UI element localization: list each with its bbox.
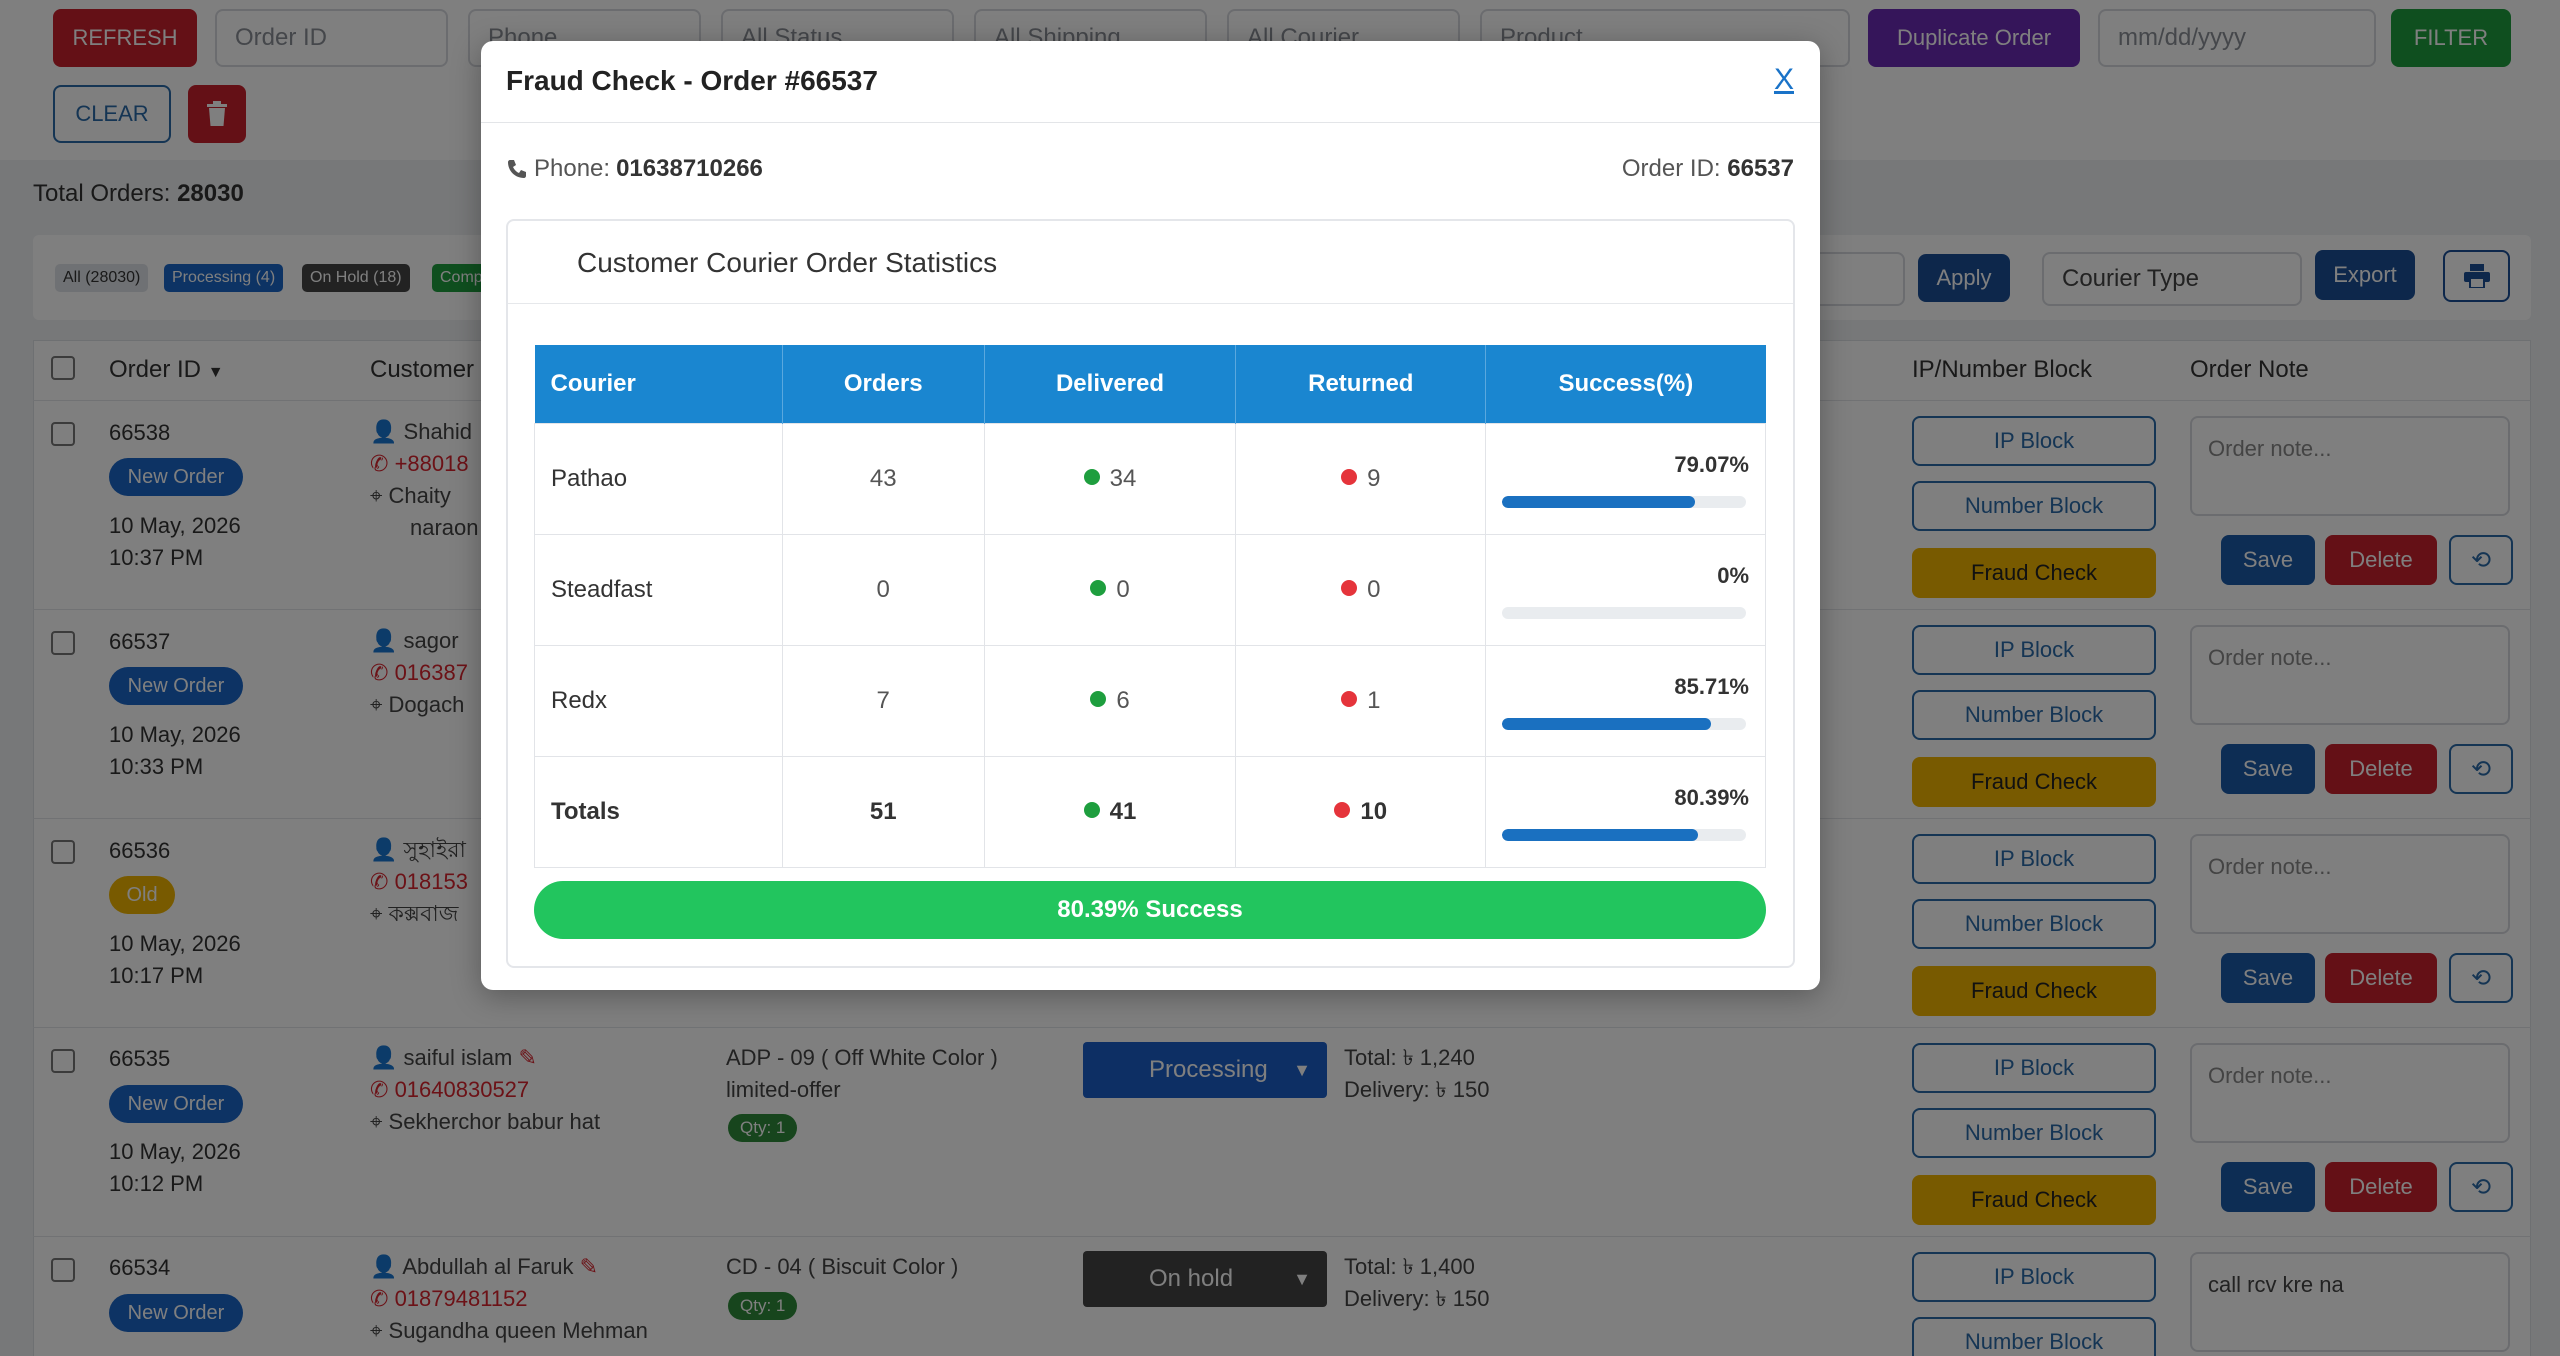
stats-row-pathao: Pathao 43 34 9 79.07% bbox=[534, 422, 1766, 535]
stats-row-totals: Totals 51 41 10 80.39% bbox=[534, 755, 1766, 868]
returned-count: 0 bbox=[1235, 533, 1487, 646]
orders-count: 43 bbox=[781, 422, 985, 535]
modal-title: Fraud Check - Order #66537 bbox=[506, 65, 878, 96]
success-percent: 80.39% bbox=[1674, 784, 1749, 810]
success-bar bbox=[1502, 828, 1747, 841]
success-percent: 0% bbox=[1717, 562, 1749, 588]
stats-card-title: Customer Courier Order Statistics bbox=[577, 247, 998, 278]
stats-header-row: Courier Orders Delivered Returned Succes… bbox=[534, 345, 1766, 423]
fraud-check-modal: Fraud Check - Order #66537 X Phone: 0163… bbox=[481, 41, 1820, 990]
courier-name: Pathao bbox=[534, 422, 783, 535]
success-bar-fill bbox=[1502, 495, 1696, 508]
overall-success-bar: 80.39% Success bbox=[534, 881, 1766, 939]
returned-total: 10 bbox=[1235, 755, 1487, 868]
orders-count: 7 bbox=[781, 644, 985, 757]
customer-phone: Phone: 01638710266 bbox=[506, 155, 763, 183]
returned-count: 1 bbox=[1235, 644, 1487, 757]
delivered-count: 34 bbox=[983, 422, 1237, 535]
delivered-count: 6 bbox=[983, 644, 1237, 757]
green-dot-icon bbox=[1090, 579, 1107, 596]
phone-icon bbox=[508, 160, 526, 178]
success-bar-fill bbox=[1502, 828, 1699, 841]
success-cell: 80.39% bbox=[1485, 755, 1766, 868]
success-cell: 79.07% bbox=[1485, 422, 1766, 535]
red-dot-icon bbox=[1341, 690, 1358, 707]
col-delivered: Delivered bbox=[984, 345, 1237, 423]
red-dot-icon bbox=[1341, 468, 1358, 485]
courier-name: Redx bbox=[534, 644, 783, 757]
green-dot-icon bbox=[1083, 468, 1100, 485]
red-dot-icon bbox=[1334, 801, 1351, 818]
totals-label: Totals bbox=[534, 755, 783, 868]
delivered-total: 41 bbox=[983, 755, 1237, 868]
red-dot-icon bbox=[1341, 579, 1358, 596]
success-bar bbox=[1502, 717, 1747, 730]
stats-row-redx: Redx 7 6 1 85.71% bbox=[534, 644, 1766, 757]
success-bar bbox=[1502, 495, 1747, 508]
returned-count: 9 bbox=[1235, 422, 1487, 535]
green-dot-icon bbox=[1083, 801, 1100, 818]
stats-row-steadfast: Steadfast 0 0 0 0% bbox=[534, 533, 1766, 646]
modal-header: Fraud Check - Order #66537 X bbox=[481, 41, 1820, 123]
close-button[interactable]: X bbox=[1773, 63, 1794, 96]
col-courier: Courier bbox=[534, 345, 783, 423]
green-dot-icon bbox=[1090, 690, 1107, 707]
col-orders: Orders bbox=[782, 345, 985, 423]
success-cell: 0% bbox=[1485, 533, 1766, 646]
card-divider bbox=[508, 303, 1793, 304]
orders-total: 51 bbox=[781, 755, 985, 868]
courier-name: Steadfast bbox=[534, 533, 783, 646]
courier-stats-table: Courier Orders Delivered Returned Succes… bbox=[534, 345, 1766, 868]
orders-count: 0 bbox=[781, 533, 985, 646]
success-cell: 85.71% bbox=[1485, 644, 1766, 757]
success-bar bbox=[1502, 606, 1747, 619]
modal-order-id: Order ID: 66537 bbox=[1621, 155, 1794, 182]
success-percent: 79.07% bbox=[1674, 451, 1749, 477]
success-percent: 85.71% bbox=[1674, 673, 1749, 699]
stats-card: Customer Courier Order Statistics Courie… bbox=[506, 219, 1795, 968]
success-bar-fill bbox=[1502, 717, 1712, 730]
col-returned: Returned bbox=[1235, 345, 1487, 423]
col-success: Success(%) bbox=[1485, 345, 1766, 423]
delivered-count: 0 bbox=[983, 533, 1237, 646]
